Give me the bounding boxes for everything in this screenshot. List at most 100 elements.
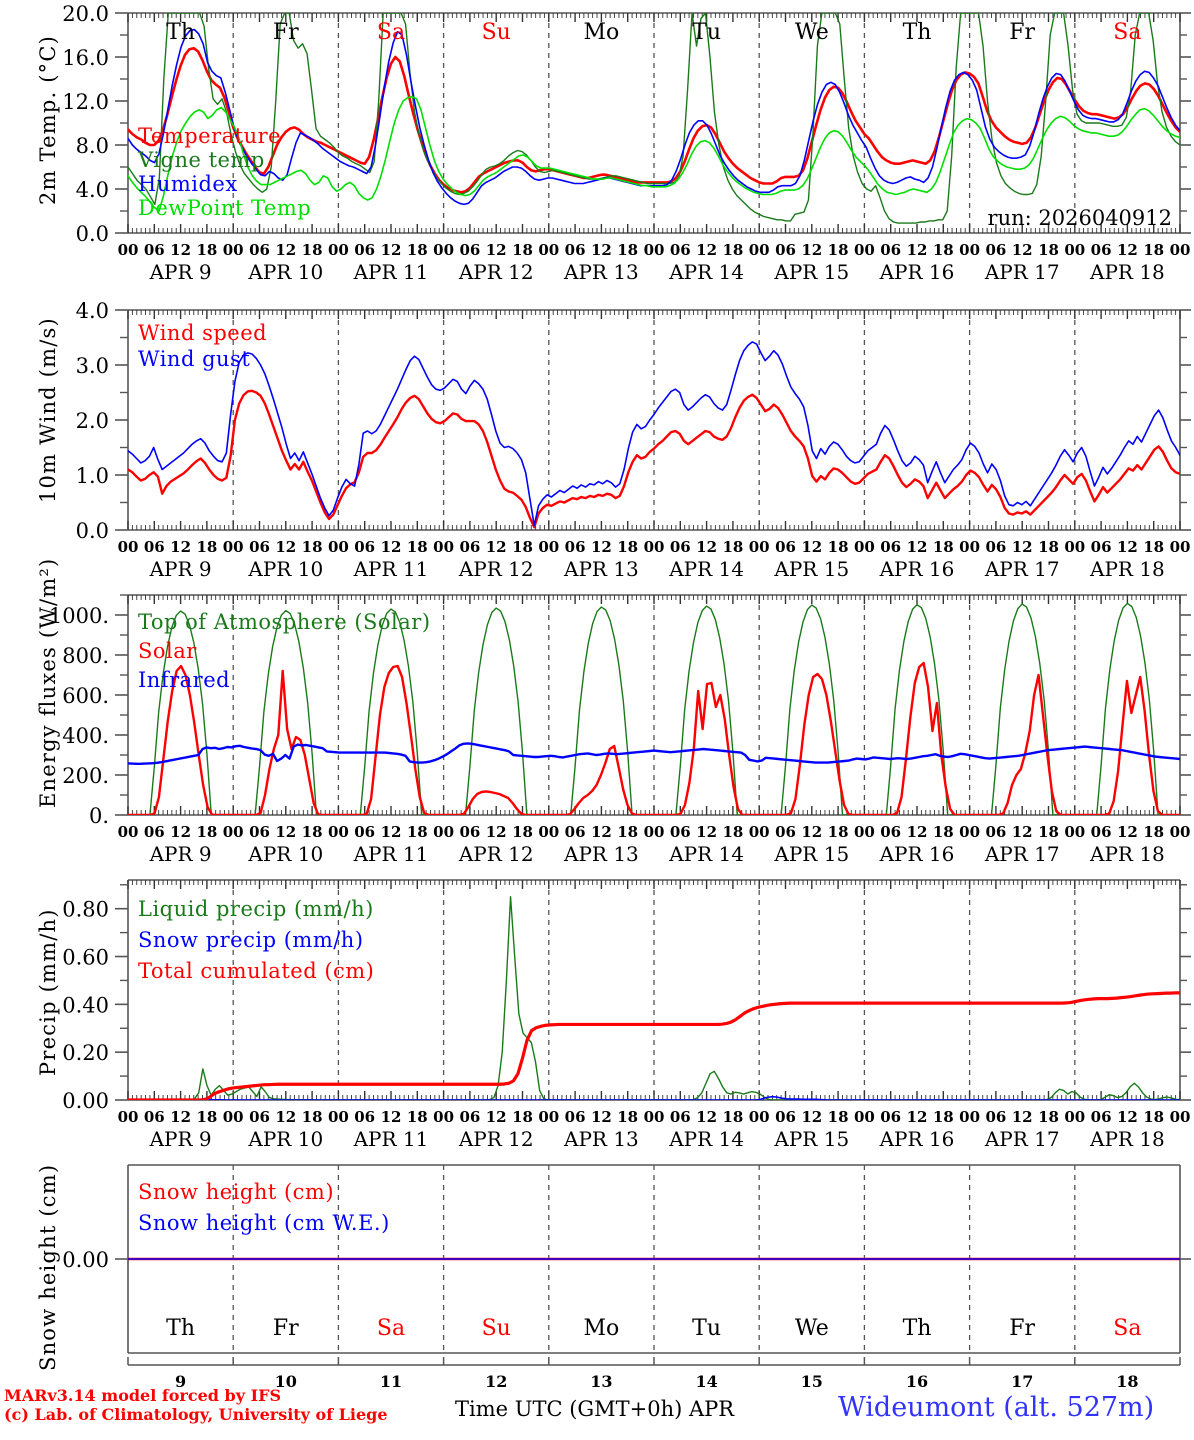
hour-tick-label: 00 — [223, 823, 244, 841]
date-label: APR 9 — [149, 557, 212, 581]
hour-tick-label: 12 — [486, 538, 507, 556]
weekday-row-label: Su — [482, 1316, 511, 1341]
footer-station-label: Wideumont (alt. 527m) — [838, 1392, 1155, 1423]
hour-tick-label: 06 — [565, 241, 586, 259]
hour-tick-label: 18 — [617, 538, 638, 556]
day-number-label: 12 — [485, 1372, 507, 1391]
hour-tick-label: 06 — [144, 241, 165, 259]
hour-tick-label: 06 — [1091, 538, 1112, 556]
hour-tick-label: 18 — [933, 1108, 954, 1126]
hour-tick-label: 06 — [249, 823, 270, 841]
series-temperature — [128, 46, 1180, 194]
weekday-header: Sa — [1113, 20, 1141, 45]
hour-tick-label: 06 — [565, 538, 586, 556]
y-tick-label: 3.0 — [76, 354, 109, 378]
hour-tick-label: 00 — [433, 823, 454, 841]
hour-tick-label: 00 — [1064, 538, 1085, 556]
y-tick-label: 0.20 — [62, 1041, 109, 1065]
hour-tick-label: 00 — [223, 1108, 244, 1126]
hour-tick-label: 18 — [1038, 823, 1059, 841]
hour-tick-label: 12 — [591, 241, 612, 259]
hour-tick-label: 18 — [722, 241, 743, 259]
hour-tick-label: 18 — [512, 241, 533, 259]
hour-tick-label: 06 — [985, 241, 1006, 259]
weekday-header: Th — [166, 20, 195, 45]
hour-tick-label: 06 — [249, 538, 270, 556]
date-label: APR 11 — [353, 260, 429, 284]
hour-tick-label: 18 — [1038, 538, 1059, 556]
date-label: APR 15 — [773, 1127, 849, 1151]
date-label: APR 14 — [668, 1127, 744, 1151]
y-tick-label: 0.00 — [62, 1248, 109, 1272]
hour-tick-label: 12 — [486, 1108, 507, 1126]
hour-tick-label: 00 — [959, 823, 980, 841]
chart-energy: 0. 200. 400. 600. 800. 1000. Top of Atmosphere… — [49, 594, 1191, 866]
hour-tick-label: 00 — [538, 241, 559, 259]
day-number-label: 14 — [695, 1372, 717, 1391]
hour-tick-label: 18 — [302, 1108, 323, 1126]
hour-tick-label: 06 — [880, 1108, 901, 1126]
y-axis-title: Precip (mm/h) — [36, 908, 60, 1076]
day-number-label: 13 — [590, 1372, 612, 1391]
day-number-label: 16 — [906, 1372, 928, 1391]
weekday-row-label: Tu — [692, 1316, 721, 1341]
date-label: APR 11 — [353, 842, 429, 866]
legend-label: Snow height (cm) — [138, 1180, 334, 1204]
hour-tick-label: 12 — [1012, 823, 1033, 841]
hour-tick-label: 06 — [459, 823, 480, 841]
legend-label: Vigne temp — [137, 148, 265, 172]
hour-tick-label: 06 — [565, 1108, 586, 1126]
hour-tick-label: 18 — [407, 823, 428, 841]
hour-tick-label: 12 — [907, 241, 928, 259]
day-number-label: 10 — [275, 1372, 297, 1391]
legend-label: Solar — [138, 639, 197, 663]
hour-tick-label: 00 — [749, 823, 770, 841]
legend-label: Total cumulated (cm) — [138, 959, 374, 983]
hour-tick-label: 06 — [775, 823, 796, 841]
hour-tick-label: 18 — [1143, 823, 1164, 841]
date-label: APR 18 — [1089, 1127, 1165, 1151]
date-label: APR 10 — [247, 260, 323, 284]
date-label: APR 16 — [879, 842, 955, 866]
legend-label: Liquid precip (mm/h) — [138, 897, 374, 921]
hour-tick-label: 12 — [801, 1108, 822, 1126]
date-label: APR 16 — [879, 260, 955, 284]
date-label: APR 9 — [149, 260, 212, 284]
hour-tick-label: 00 — [854, 241, 875, 259]
hour-tick-label: 00 — [328, 1108, 349, 1126]
hour-tick-label: 12 — [1012, 538, 1033, 556]
day-number-label: 18 — [1116, 1372, 1138, 1391]
hour-tick-label: 12 — [275, 241, 296, 259]
footer-model-line: MARv3.14 model forced by IFS — [4, 1386, 281, 1405]
date-label: APR 14 — [668, 842, 744, 866]
weekday-row-label: Sa — [377, 1316, 405, 1341]
legend-label: Top of Atmosphere (Solar) — [138, 610, 431, 634]
hour-tick-label: 18 — [1143, 241, 1164, 259]
chart-precip: 0.00 0.20 0.40 0.60 0.80 Liquid precip (mm/h)… — [62, 879, 1191, 1151]
y-tick-label: 0.0 — [76, 519, 109, 543]
hour-tick-label: 12 — [696, 538, 717, 556]
y-tick-label: 1000. — [49, 604, 109, 628]
date-label: APR 13 — [563, 557, 639, 581]
footer-model-credit: MARv3.14 model forced by IFS (c) Lab. of… — [4, 1386, 388, 1424]
hour-tick-label: 18 — [196, 1108, 217, 1126]
hour-tick-label: 12 — [696, 1108, 717, 1126]
hour-tick-label: 18 — [1038, 1108, 1059, 1126]
hour-tick-label: 12 — [591, 823, 612, 841]
hour-tick-label: 18 — [828, 538, 849, 556]
hour-tick-label: 12 — [170, 823, 191, 841]
y-tick-label: 800. — [62, 644, 109, 668]
y-tick-label: 0.0 — [76, 222, 109, 246]
date-label: APR 9 — [149, 842, 212, 866]
weekday-row-label: Fr — [273, 1316, 299, 1341]
panel-precip: 0.00 0.20 0.40 0.60 0.80 Liquid precip (mm/h)… — [0, 858, 1194, 1151]
weekday-row-label: Th — [166, 1316, 195, 1341]
hour-tick-label: 00 — [223, 538, 244, 556]
hour-tick-label: 18 — [512, 1108, 533, 1126]
hour-tick-label: 18 — [407, 538, 428, 556]
hour-tick-label: 06 — [880, 241, 901, 259]
hour-tick-label: 18 — [1143, 538, 1164, 556]
hour-tick-label: 06 — [144, 823, 165, 841]
hour-tick-label: 18 — [407, 241, 428, 259]
hour-tick-label: 00 — [1064, 241, 1085, 259]
